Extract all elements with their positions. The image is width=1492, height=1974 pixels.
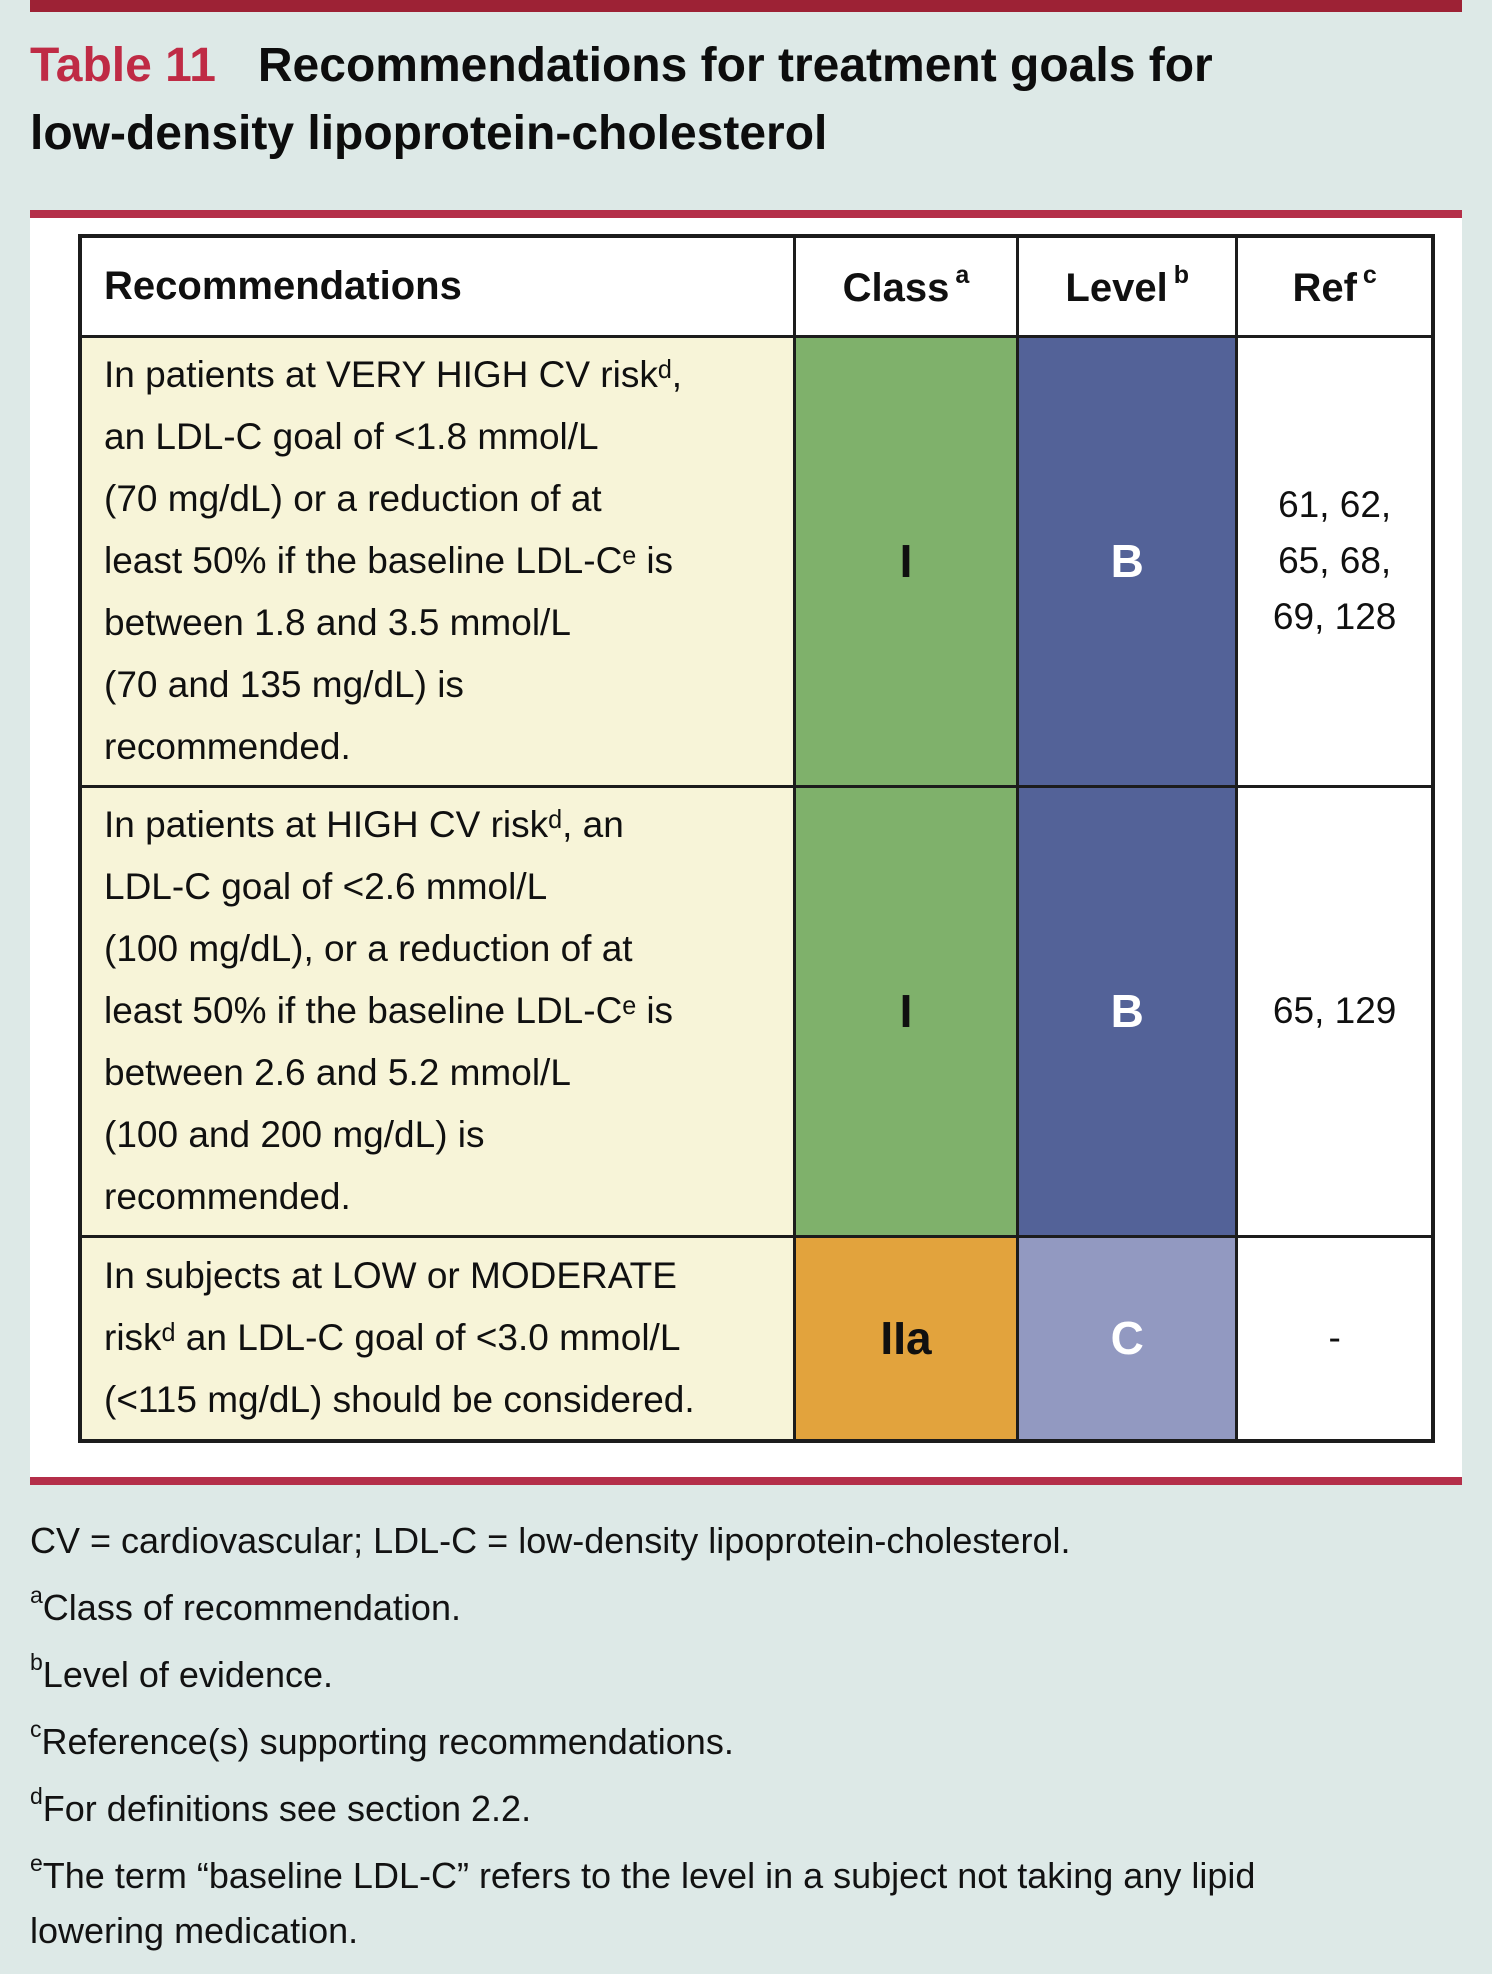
footnote-text: Class of recommendation. [42,1587,461,1628]
ref-cell: - [1235,1234,1435,1443]
level-cell: B [1016,784,1239,1238]
footnote-text: For definitions see section 2.2. [42,1788,532,1829]
footnote-marker: c [30,1716,42,1742]
footnote-text: The term “baseline LDL-C” refers to the … [30,1855,1256,1951]
table-row: In subjects at LOW or MODERATE riskᵈ an … [78,1234,1435,1443]
header-class: Class a [792,234,1020,338]
footnotes: CV = cardiovascular; LDL-C = low-density… [30,1513,1462,1958]
footnote-text: Reference(s) supporting recommendations. [41,1721,734,1762]
class-cell: I [792,784,1020,1238]
table-number-label: Table 11 [30,39,216,92]
recommendation-text-cell: In patients at VERY HIGH CV riskᵈ, an LD… [78,334,796,788]
recommendation-text-cell: In patients at HIGH CV riskᵈ, an LDL-C g… [78,784,796,1238]
ref-cell: 61, 62, 65, 68, 69, 128 [1235,334,1435,788]
table-title-text: Recommendations for treatment goals for … [30,39,1213,160]
top-accent-bar [30,0,1462,12]
header-level: Level b [1016,234,1239,338]
header-ref-footnote-marker: c [1362,261,1377,290]
header-class-footnote-marker: a [955,261,970,290]
footnote-line: dFor definitions see section 2.2. [30,1769,1462,1836]
header-recommendations: Recommendations [78,234,796,338]
abbreviations-line: CV = cardiovascular; LDL-C = low-density… [30,1520,1071,1561]
footnote-marker: b [30,1649,43,1675]
footnote-marker: e [30,1850,43,1876]
table-title: Table 11 Recommendations for treatment go… [30,32,1462,168]
footnote-line: eThe term “baseline LDL-C” refers to the… [30,1836,1462,1958]
table-block: Recommendations Class a Level b Ref c In pa… [30,210,1462,1485]
header-ref: Ref c [1235,234,1435,338]
header-level-footnote-marker: b [1173,261,1189,290]
table-row: In patients at HIGH CV riskᵈ, an LDL-C g… [78,784,1435,1238]
footnote-text: Level of evidence. [42,1654,333,1695]
recommendation-text-cell: In subjects at LOW or MODERATE riskᵈ an … [78,1234,796,1443]
footnote-marker: d [30,1783,43,1809]
footnote-line: aClass of recommendation. [30,1568,1462,1635]
footnote-line: cReference(s) supporting recommendations… [30,1702,1462,1769]
footnote-line: bLevel of evidence. [30,1635,1462,1702]
level-cell: B [1016,334,1239,788]
table-row: In patients at VERY HIGH CV riskᵈ, an LD… [78,334,1435,788]
class-cell: IIa [792,1234,1020,1443]
ref-cell: 65, 129 [1235,784,1435,1238]
recommendations-table: Recommendations Class a Level b Ref c In pa… [78,234,1435,1443]
header-row: Recommendations Class a Level b Ref c [78,234,1435,338]
level-cell: C [1016,1234,1239,1443]
footnote-marker: a [30,1582,43,1608]
class-cell: I [792,334,1020,788]
